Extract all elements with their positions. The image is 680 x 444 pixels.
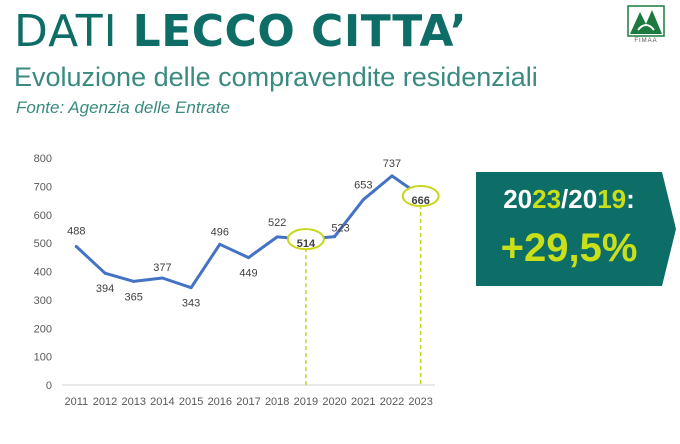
sales-line-chart: 0 100 200 300 400 500 600 700 800 2011 2012 2013 201…	[34, 153, 440, 408]
fimaa-logo-icon	[627, 5, 665, 37]
x-tick-label: 2019	[294, 396, 318, 408]
badge-value: +29,5%	[500, 226, 638, 270]
y-tick-label: 400	[34, 267, 52, 279]
data-point-2018	[275, 235, 279, 239]
y-tick-label: 200	[34, 323, 52, 335]
x-tick-label: 2016	[208, 396, 232, 408]
x-tick-label: 2014	[150, 396, 174, 408]
x-tick-label: 2018	[265, 396, 289, 408]
data-point-2012	[103, 271, 107, 275]
data-point-2011	[74, 245, 78, 249]
data-point-2022	[390, 174, 394, 178]
badge-shape	[476, 172, 676, 286]
data-label-2017: 449	[239, 268, 257, 280]
badge-period: 2023/2019:	[503, 184, 635, 214]
page-subtitle: Evoluzione delle compravendite residenzi…	[14, 62, 538, 92]
highlight-ring-2023	[401, 185, 440, 208]
data-label-2013: 365	[125, 291, 143, 303]
x-tick-label: 2023	[408, 396, 432, 408]
data-point-2014	[160, 276, 164, 280]
y-tick-label: 800	[34, 153, 52, 165]
source-note: Fonte: Agenzia delle Entrate	[16, 98, 230, 117]
data-point-2013	[132, 279, 136, 283]
chart-series	[74, 174, 423, 290]
data-point-2015	[189, 286, 193, 290]
data-point-2017	[247, 256, 250, 260]
x-tick-label: 2017	[236, 396, 260, 408]
title-light: DATI	[14, 6, 118, 57]
x-tick-label: 2021	[351, 396, 375, 408]
data-point-2021	[361, 198, 365, 202]
data-label-2015: 343	[182, 298, 200, 310]
highlight-guides	[305, 205, 422, 385]
x-tick-label: 2015	[179, 396, 203, 408]
page-title: DATI LECCO CITTA’	[14, 6, 467, 58]
highlight-ring-2019	[286, 228, 325, 251]
y-tick-label: 100	[34, 352, 52, 364]
data-label-2022: 737	[383, 158, 401, 170]
logo-text: FIMAA	[634, 38, 658, 44]
data-point-2016	[218, 242, 222, 246]
x-tick-label: 2012	[93, 396, 117, 408]
y-tick-label: 500	[34, 238, 52, 250]
data-point-2020	[333, 235, 337, 239]
chart-data-labels: 488 394 365 377 343 496 449 522 514 523 653 737 666	[67, 158, 440, 310]
data-label-2011: 488	[67, 226, 85, 238]
x-tick-label: 2022	[380, 396, 404, 408]
y-tick-label: 0	[46, 380, 52, 392]
data-label-2021: 653	[354, 180, 372, 192]
data-label-2012: 394	[96, 283, 114, 295]
chart-axes: 0 100 200 300 400 500 600 700 800 2011 2012 2013 201…	[34, 153, 435, 408]
data-label-2020: 523	[331, 223, 349, 235]
data-label-2023: 666	[411, 195, 429, 207]
data-label-2014: 377	[153, 262, 171, 274]
y-tick-label: 700	[34, 181, 52, 193]
data-label-2018: 522	[268, 217, 286, 229]
x-tick-label: 2020	[322, 396, 346, 408]
growth-badge: 2023/2019: +29,5%	[476, 172, 676, 286]
data-label-2016: 496	[211, 226, 229, 238]
x-tick-label: 2011	[65, 396, 89, 408]
y-tick-label: 600	[34, 210, 52, 222]
data-label-2019: 514	[297, 238, 316, 250]
title-bold: LECCO CITTA’	[132, 6, 468, 57]
x-tick-label: 2013	[121, 396, 145, 408]
y-tick-label: 300	[34, 295, 52, 307]
